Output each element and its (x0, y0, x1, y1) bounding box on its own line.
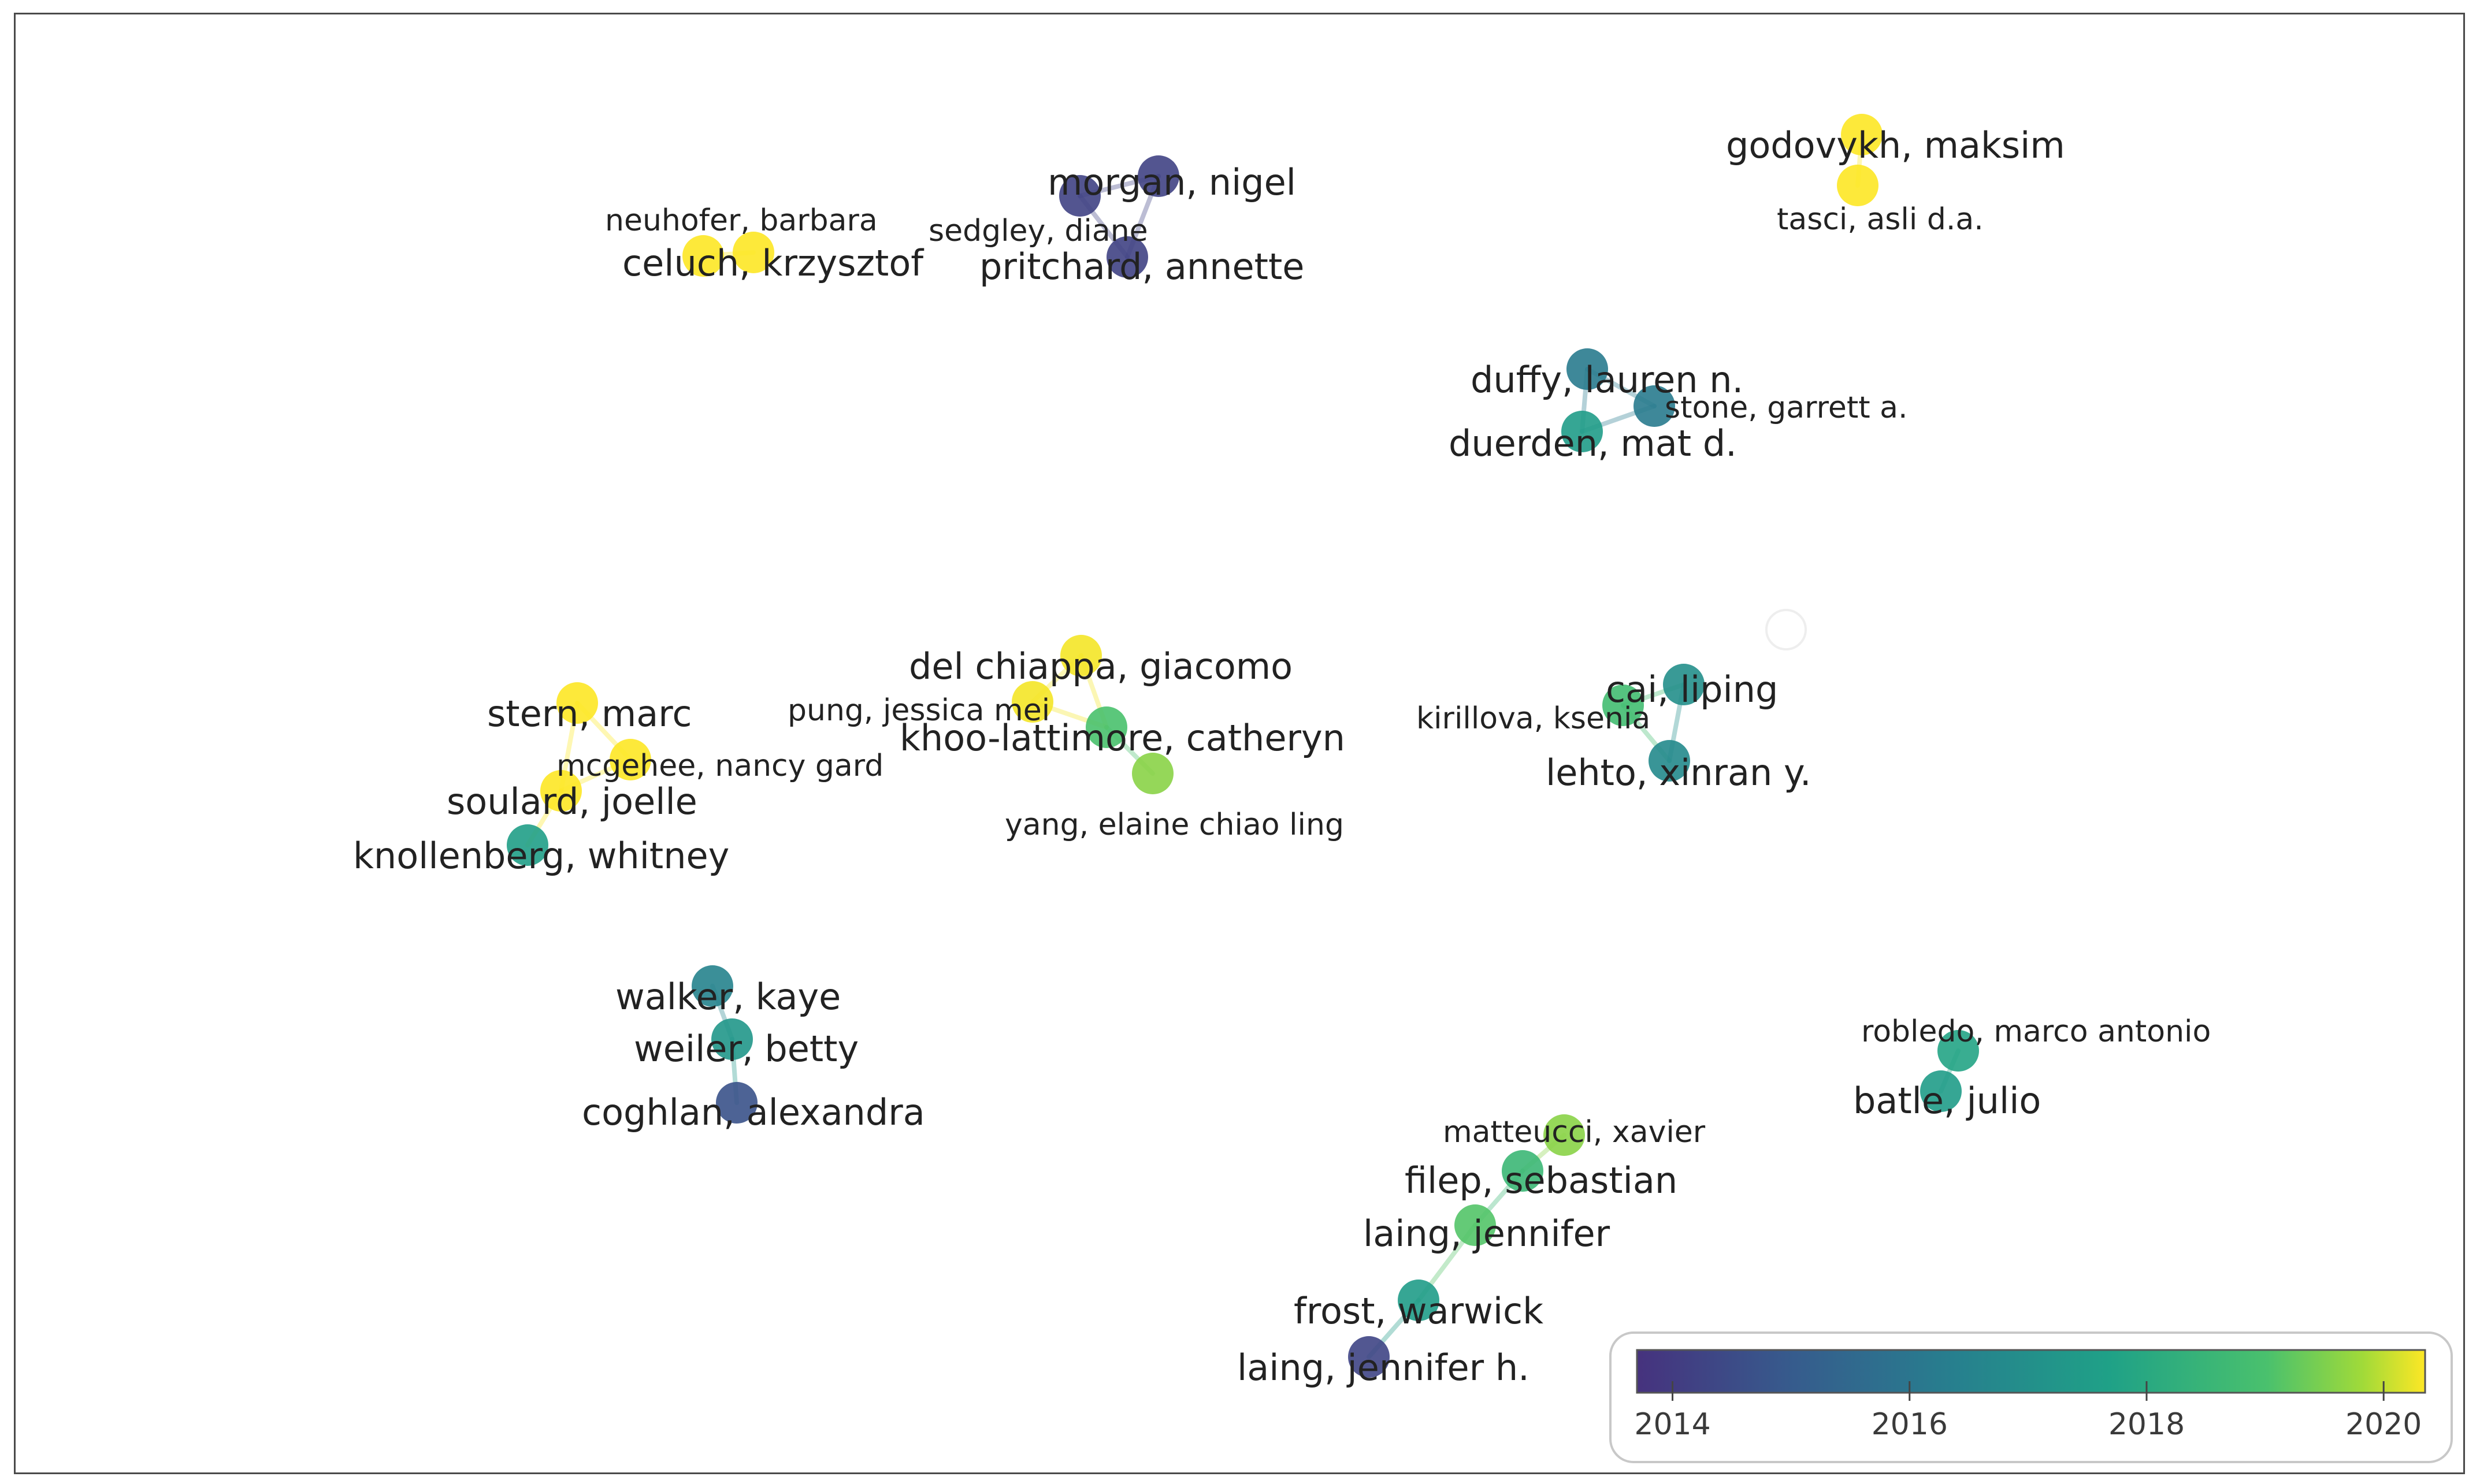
label-knollenberg: knollenberg, whitney (353, 835, 729, 877)
year-colorbar-legend: 2014 2016 2018 2020 (1609, 1331, 2453, 1463)
node-yang[interactable] (1132, 753, 1174, 794)
label-stern: stern, marc (487, 693, 692, 735)
colorbar-tick-label-2018: 2018 (2108, 1407, 2185, 1442)
node-stern[interactable] (556, 682, 598, 724)
colorbar-ticks: 2014 2016 2018 2020 (1634, 1381, 2422, 1442)
colorbar-tick-label-2020: 2020 (2345, 1407, 2422, 1442)
node-walker[interactable] (692, 965, 733, 1007)
colorbar-tick-label-2016: 2016 (1872, 1407, 1948, 1442)
label-tasci: tasci, asli d.a. (1777, 202, 1984, 237)
diagram-frame: godovykh, maksim tasci, asli d.a. neuhofer… (14, 13, 2465, 1474)
label-mcgehee: mcgehee, nancy gard (556, 749, 883, 783)
node-morgan[interactable] (1138, 155, 1179, 197)
node-duffy[interactable] (1566, 348, 1608, 390)
colorbar-gradient (1636, 1349, 2426, 1394)
node-laing_j[interactable] (1454, 1204, 1496, 1246)
label-khoo: khoo-lattimore, catheryn (900, 717, 1345, 759)
labels-layer: godovykh, maksim tasci, asli d.a. neuhofer… (353, 124, 2211, 1389)
label-neuhofer: neuhofer, barbara (605, 203, 878, 238)
label-lehto: lehto, xinran y. (1546, 752, 1811, 794)
label-coghlan: coghlan, alexandra (582, 1091, 925, 1133)
label-duffy: duffy, lauren n. (1471, 359, 1743, 401)
node-mcgehee[interactable] (610, 739, 651, 780)
node-robledo[interactable] (1937, 1030, 1979, 1072)
nodes-layer (507, 114, 1979, 1378)
label-celuch: celuch, krzysztof (622, 242, 925, 284)
node-tasci[interactable] (1837, 165, 1878, 206)
coauthorship-network: godovykh, maksim tasci, asli d.a. neuhofer… (353, 114, 2453, 1463)
label-frost: frost, warwick (1294, 1290, 1543, 1332)
label-batle: batle, julio (1853, 1080, 2041, 1122)
label-weiler: weiler, betty (634, 1028, 859, 1070)
node-duerden[interactable] (1561, 411, 1603, 452)
label-del_chiappa: del chiappa, giacomo (909, 645, 1293, 687)
node-pung[interactable] (1012, 681, 1053, 723)
node-godovykh[interactable] (1841, 114, 1883, 155)
node-stone[interactable] (1633, 385, 1675, 427)
node-matteucci[interactable] (1543, 1114, 1585, 1156)
node-neuhofer[interactable] (733, 232, 774, 273)
node-coghlan[interactable] (716, 1082, 758, 1124)
label-laing_j: laing, jennifer (1363, 1213, 1610, 1255)
node-weiler[interactable] (711, 1018, 753, 1060)
colorbar-tick-label-2014: 2014 (1634, 1407, 1710, 1442)
node-sedgley[interactable] (1059, 175, 1101, 217)
label-morgan: morgan, nigel (1048, 161, 1296, 203)
label-filep: filep, sebastian (1405, 1159, 1677, 1202)
node-filep[interactable] (1502, 1150, 1543, 1192)
node-laing_jh[interactable] (1348, 1336, 1390, 1378)
empty-node-marker (1765, 609, 1807, 650)
label-kirillova: kirillova, ksenia (1416, 701, 1650, 736)
node-soulard[interactable] (540, 770, 582, 812)
node-khoo[interactable] (1086, 706, 1127, 748)
label-stone: stone, garrett a. (1665, 390, 1908, 425)
label-pung: pung, jessica mei (788, 693, 1050, 728)
label-walker: walker, kaye (615, 976, 841, 1018)
label-yang: yang, elaine chiao ling (1005, 808, 1344, 842)
node-pritchard[interactable] (1107, 236, 1148, 278)
node-celuch[interactable] (682, 235, 724, 277)
node-del_chiappa[interactable] (1060, 635, 1102, 676)
node-cai[interactable] (1663, 664, 1705, 705)
node-frost[interactable] (1398, 1280, 1439, 1321)
label-godovykh: godovykh, maksim (1726, 124, 2065, 166)
label-soulard: soulard, joelle (447, 780, 697, 823)
label-cai: cai, liping (1606, 668, 1778, 711)
label-duerden: duerden, mat d. (1449, 422, 1737, 464)
node-lehto[interactable] (1649, 740, 1690, 782)
label-sedgley: sedgley, diane (929, 214, 1148, 248)
node-kirillova[interactable] (1602, 685, 1644, 726)
label-robledo: robledo, marco antonio (1861, 1014, 2211, 1049)
node-batle[interactable] (1920, 1070, 1962, 1112)
node-knollenberg[interactable] (507, 824, 548, 866)
label-matteucci: matteucci, xavier (1443, 1115, 1706, 1150)
label-pritchard: pritchard, annette (979, 246, 1304, 288)
label-laing_jh: laing, jennifer h. (1237, 1347, 1529, 1389)
